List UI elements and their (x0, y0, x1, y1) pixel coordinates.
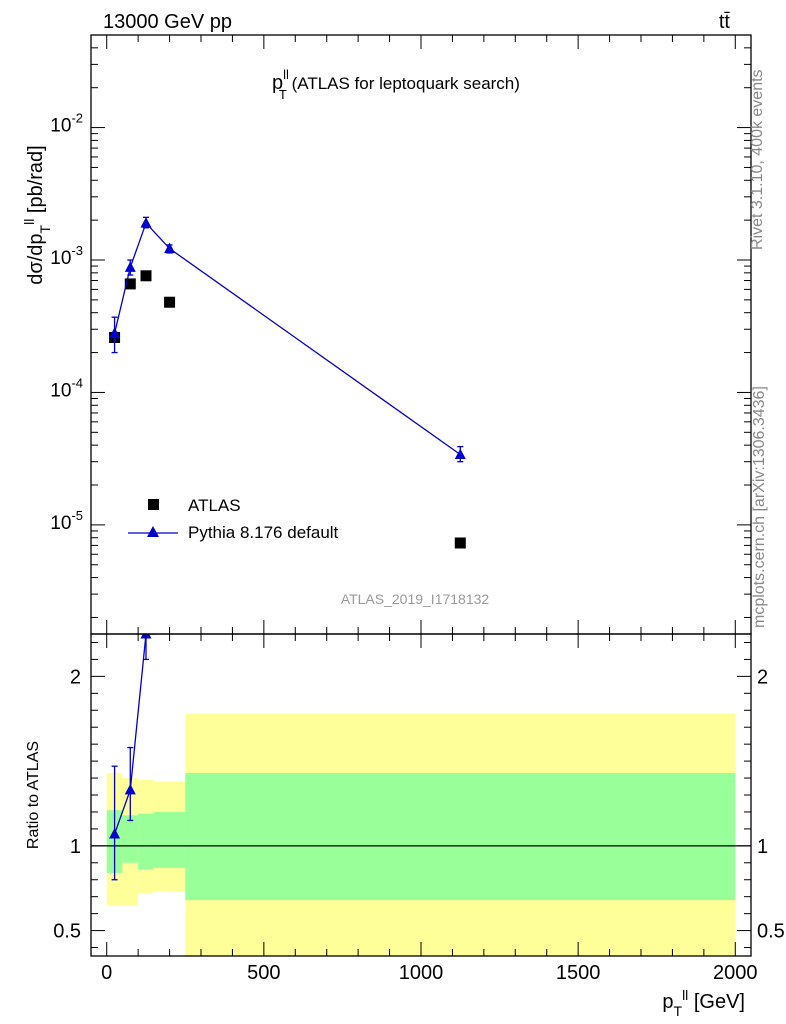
ratio-ytick-label-right: 0.5 (757, 921, 785, 943)
ratio-pythia-point (109, 827, 121, 839)
plot-title-sup: ll (283, 67, 289, 82)
atlas-point (124, 278, 136, 290)
ratio-frame (90, 633, 752, 957)
analysis-id: ATLAS_2019_I1718132 (341, 591, 490, 607)
ratio-ylabel: Ratio to ATLAS (25, 741, 42, 849)
ratio-band-inner (138, 813, 154, 870)
ratio-ytick-label-right: 2 (757, 666, 768, 688)
ratio-ytick-label: 2 (70, 666, 81, 688)
ratio-xtick-label: 0 (101, 962, 112, 984)
pythia-point (454, 448, 466, 459)
main-series (109, 216, 466, 549)
ratio-series (109, 634, 157, 881)
ratio-panel: 0.5 0.5 1 1 2 2 0 500 1000 1500 2000 Ratio to ATLA… (25, 633, 785, 1019)
legend-pythia-label: Pythia 8.176 default (188, 523, 339, 542)
pythia-line (113, 221, 461, 456)
ratio-xtick-label: 1000 (399, 962, 444, 984)
main-ytick-label: 10-4 (50, 375, 83, 401)
plot-title-rest: (ATLAS for leptoquark search) (287, 74, 520, 93)
main-ylabel: dσ/dpTll [pb/rad] (21, 145, 53, 284)
ratio-xtick-label: 1500 (556, 962, 601, 984)
atlas-point (454, 537, 466, 549)
ratio-pythia-point (140, 634, 152, 639)
plot-title-p: p (272, 72, 283, 94)
legend: ATLAS Pythia 8.176 default (128, 496, 339, 542)
plot-title-sub: T (279, 87, 287, 102)
plot-title: pll T (ATLAS for leptoquark search) (272, 67, 520, 102)
ratio-xtick-label: 500 (247, 962, 280, 984)
legend-atlas-marker (148, 499, 159, 510)
pythia-point (109, 327, 121, 338)
ratio-ytick-label: 0.5 (53, 921, 81, 943)
ratio-bands (91, 713, 751, 956)
main-frame (90, 34, 752, 635)
pythia-point (164, 242, 176, 254)
main-ytick-label: 10-2 (50, 111, 83, 137)
pythia-point (140, 217, 152, 228)
ratio-pythia-point (124, 783, 136, 795)
main-ytick-label: 10-5 (50, 508, 83, 534)
rivet-label: Rivet 3.1.10, 400k events (749, 69, 766, 250)
main-panel: 10-5 10-4 10-3 10-2 pll T (ATLAS for leptoqu… (21, 34, 752, 635)
legend-atlas-label: ATLAS (188, 496, 241, 515)
mcplots-label: mcplots.cern.ch [arXiv:1306.3436] (751, 386, 768, 628)
pythia-point (124, 261, 136, 272)
atlas-point (140, 270, 152, 282)
ratio-ytick-label-right: 1 (757, 836, 768, 858)
ratio-pythia-line (113, 634, 157, 835)
ratio-xlabel: pTll [GeV] (662, 987, 745, 1019)
main-ytick-label: 10-3 (50, 243, 83, 269)
legend-pythia-marker (147, 526, 159, 537)
ratio-band-inner (185, 772, 736, 901)
ratio-xtick-label: 2000 (713, 962, 758, 984)
ratio-ytick-label: 1 (70, 836, 81, 858)
process-label: tt̄ (719, 11, 731, 33)
energy-label: 13000 GeV pp (103, 11, 232, 33)
main-ticks: 10-5 10-4 10-3 10-2 (50, 34, 751, 634)
atlas-point (164, 296, 176, 308)
ratio-band-inner (153, 811, 186, 868)
ratio-ticks: 0.5 0.5 1 1 2 2 0 500 1000 1500 2000 (53, 634, 785, 984)
ratio-band-inner (122, 815, 139, 863)
